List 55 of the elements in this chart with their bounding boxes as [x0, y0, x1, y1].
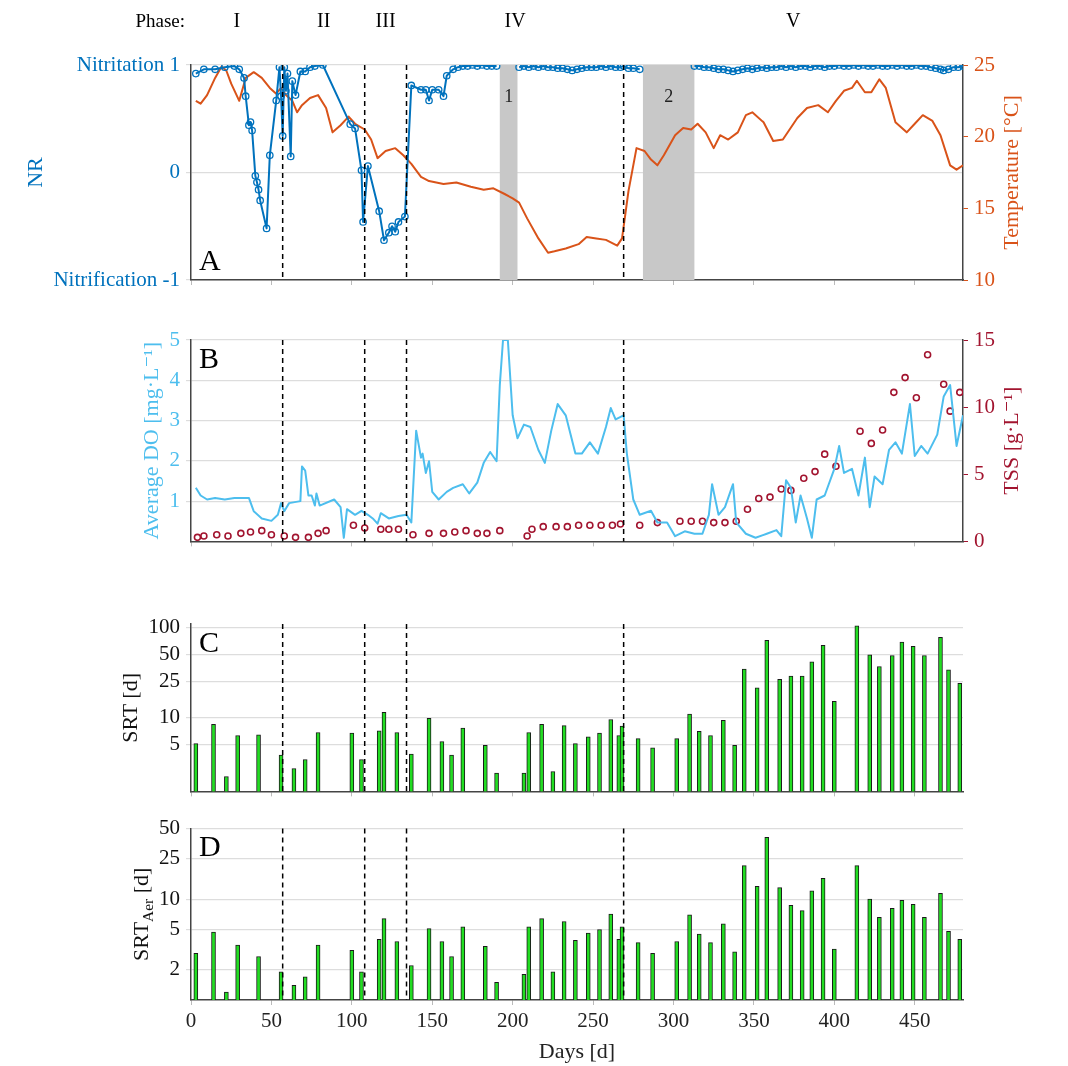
x-tick-label: 450	[899, 1008, 931, 1033]
text: Phase:	[135, 9, 185, 31]
y2-tick-label: 25	[974, 51, 995, 76]
y-axis-title: Average DO [mg·L⁻¹]	[138, 342, 164, 540]
text: IV	[504, 9, 527, 32]
x-tick-label: 150	[416, 1008, 448, 1033]
annotation: B	[199, 340, 220, 374]
y2-tick-label: 20	[974, 123, 995, 148]
y-tick-label: 25	[159, 845, 180, 870]
y2-axis-title: Temperature [°C]	[997, 95, 1023, 250]
y-tick-label: 4	[169, 366, 181, 391]
y-tick-label: 5	[169, 730, 180, 755]
x-tick-label: 100	[336, 1008, 368, 1033]
x-tick-label: 50	[260, 1008, 282, 1033]
x-axis-title: Days [d]	[538, 1037, 616, 1063]
y2-tick-label: 0	[974, 527, 985, 552]
y-tick-label: 2	[169, 956, 180, 981]
text: II	[317, 9, 331, 32]
x-tick-label: 400	[818, 1008, 851, 1033]
x-tick-label: 350	[738, 1008, 770, 1033]
y-tick-label: Nitrification -1	[53, 266, 180, 291]
y-tick-label: 25	[159, 668, 180, 693]
band-label: 1	[504, 85, 514, 106]
x-tick-label: 250	[577, 1008, 609, 1033]
band-label: 2	[664, 85, 674, 106]
y-tick-label: 3	[169, 407, 180, 432]
y-tick-label: 1	[169, 487, 180, 512]
y2-tick-label: 15	[974, 326, 995, 351]
y-axis-title: NR	[22, 156, 48, 188]
y-tick-label: 50	[159, 641, 180, 666]
y-tick-label: 5	[169, 916, 180, 940]
y-tick-label: Nitritation 1	[76, 51, 180, 76]
annotation: D	[199, 829, 221, 863]
y-axis-title: SRTAer [d]	[127, 867, 156, 961]
annotation: C	[199, 624, 220, 658]
y-tick-label: 10	[159, 703, 180, 728]
y-tick-label: 0	[169, 159, 180, 184]
y-axis-title: SRT [d]	[117, 673, 143, 743]
text: I	[233, 9, 241, 32]
y2-axis-title: TSS [g·L⁻¹]	[997, 386, 1023, 495]
annotation: A	[199, 242, 221, 276]
x-tick-label: 300	[657, 1008, 690, 1033]
y-tick-label: 100	[148, 614, 180, 639]
y-tick-label: 50	[159, 815, 180, 840]
x-tick-label: 0	[185, 1008, 197, 1033]
y-tick-label: 5	[169, 326, 180, 351]
y-tick-label: 2	[169, 447, 180, 472]
text: III	[375, 9, 396, 32]
y2-tick-label: 10	[974, 266, 995, 291]
text: V	[786, 9, 802, 32]
y2-tick-label: 10	[974, 393, 995, 418]
y2-tick-label: 5	[974, 460, 985, 485]
x-tick-label: 200	[496, 1008, 529, 1033]
y-tick-label: 10	[159, 885, 180, 910]
y2-tick-label: 15	[974, 194, 995, 219]
